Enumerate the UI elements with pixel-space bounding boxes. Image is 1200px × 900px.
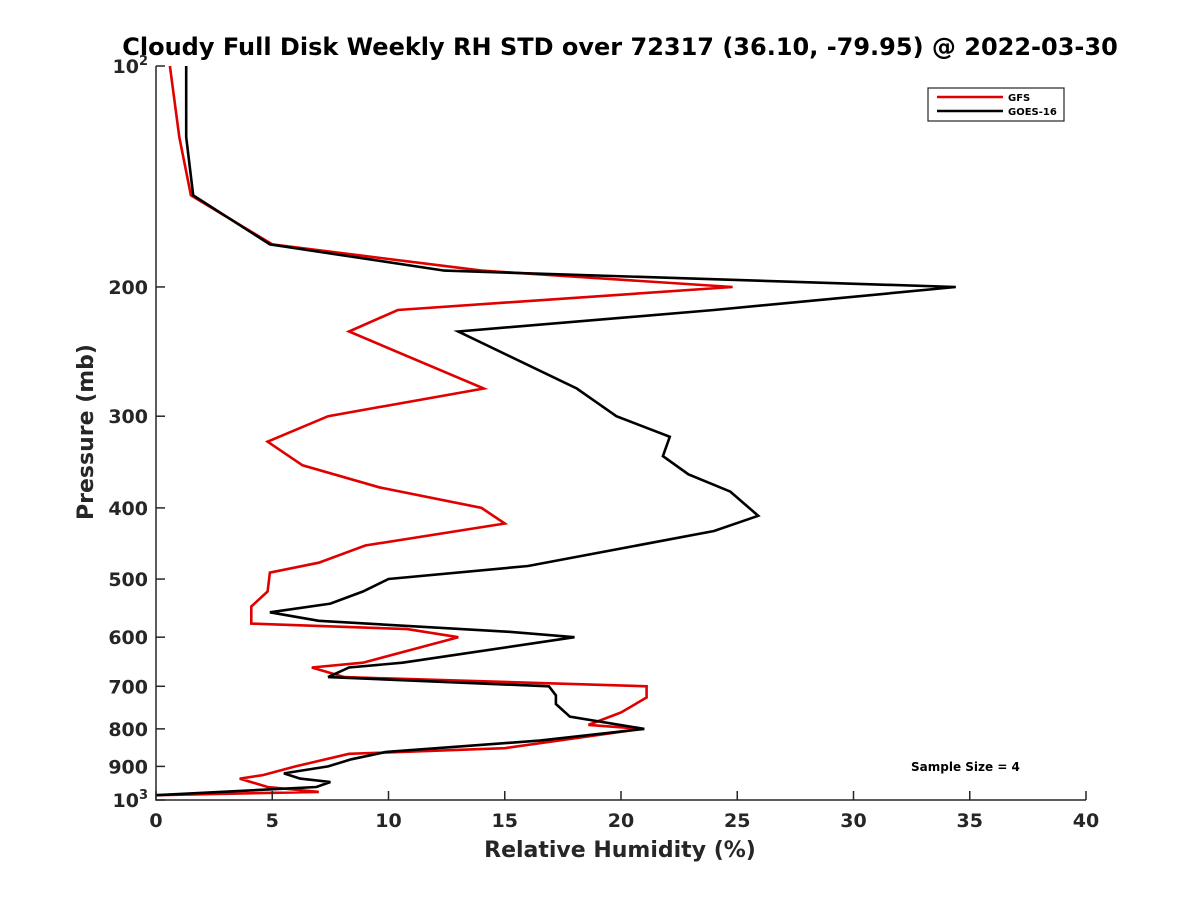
y-tick-label: 102 — [113, 54, 149, 78]
x-tick-label: 20 — [608, 810, 634, 832]
legend: GFS GOES-16 — [927, 87, 1065, 122]
y-tick-label: 800 — [108, 719, 148, 741]
y-tick-label: 300 — [108, 406, 148, 428]
legend-box — [927, 87, 1065, 122]
x-axis-label: Relative Humidity (%) — [484, 838, 756, 863]
x-tick-label: 10 — [375, 810, 401, 832]
legend-label-goes16: GOES-16 — [1008, 107, 1057, 118]
x-tick-label: 40 — [1073, 810, 1099, 832]
y-tick-label: 700 — [108, 676, 148, 698]
ticks-layer: 0 5 10 15 20 25 30 35 40 102 200 300 400 500 600 700 800… — [108, 54, 1099, 832]
x-tick-label: 35 — [957, 810, 983, 832]
legend-label-gfs: GFS — [1008, 93, 1030, 104]
series-line-goes16 — [155, 66, 956, 797]
y-tick-label: 500 — [108, 569, 148, 591]
x-tick-label: 0 — [149, 810, 162, 832]
plot-area: 0 5 10 15 20 25 30 35 40 102 200 300 400 500 600 700 800… — [108, 54, 1099, 832]
y-axis-label: Pressure (mb) — [74, 344, 99, 520]
x-tick-label: 15 — [492, 810, 518, 832]
x-tick-label: 25 — [724, 810, 750, 832]
y-tick-label: 900 — [108, 756, 148, 778]
chart-title: Cloudy Full Disk Weekly RH STD over 7231… — [122, 33, 1118, 61]
x-tick-label: 30 — [840, 810, 866, 832]
y-tick-label: 400 — [108, 498, 148, 520]
series-line-gfs — [155, 65, 733, 797]
y-tick-label: 200 — [108, 277, 148, 299]
axes-frame — [155, 66, 1086, 801]
series-layer — [155, 65, 956, 797]
y-tick-label: 103 — [113, 788, 149, 812]
y-tick-label: 600 — [108, 627, 148, 649]
x-tick-label: 5 — [266, 810, 279, 832]
sample-size-annotation: Sample Size = 4 — [911, 760, 1020, 774]
